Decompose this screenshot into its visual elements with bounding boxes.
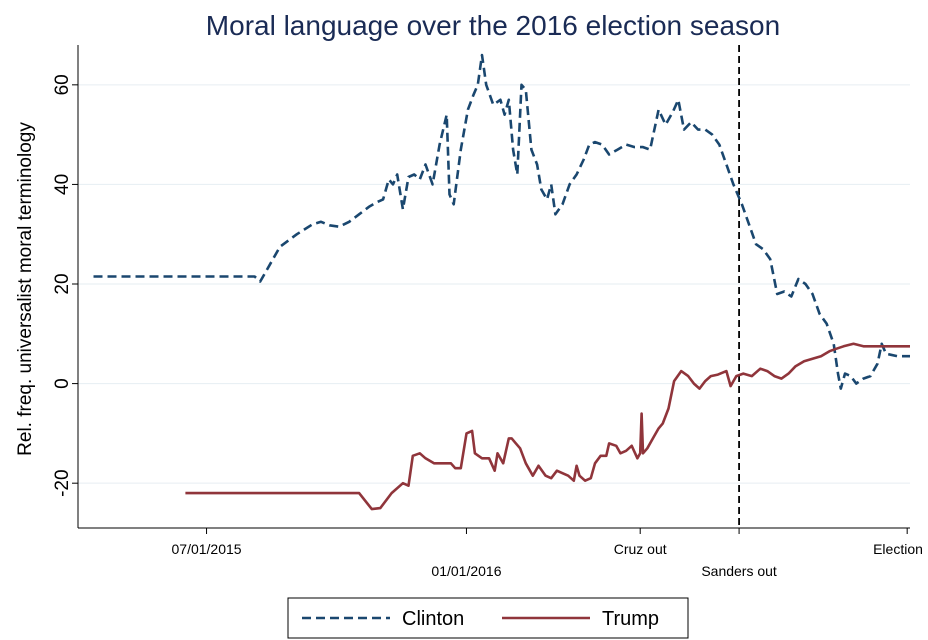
y-tick-label: 0 xyxy=(52,378,73,389)
legend: Clinton Trump xyxy=(287,597,689,639)
series-line-clinton xyxy=(93,53,910,390)
x-tick-label: Election xyxy=(873,541,923,557)
x-tick-label: 07/01/2015 xyxy=(172,541,242,557)
legend-label-clinton: Clinton xyxy=(402,608,464,630)
y-axis-label: Rel. freq. universalist moral terminolog… xyxy=(15,122,36,456)
y-tick-label: 20 xyxy=(52,273,73,294)
series-line-trump xyxy=(185,342,910,511)
y-tick-label: -20 xyxy=(52,469,73,496)
x-tick-label: Sanders out xyxy=(701,563,777,579)
legend-box xyxy=(287,597,689,639)
series-lines xyxy=(93,53,910,511)
chart-title: Moral language over the 2016 election se… xyxy=(206,10,780,41)
axes: 60 40 20 0 -20 07/01/2015 01/01/2016 Cruz out Sa… xyxy=(52,45,923,579)
gridlines xyxy=(78,84,910,484)
x-tick-label: Cruz out xyxy=(614,541,667,557)
y-tick-label: 40 xyxy=(52,174,73,195)
y-tick-label: 60 xyxy=(52,74,73,95)
legend-label-trump: Trump xyxy=(602,608,659,630)
x-tick-label: 01/01/2016 xyxy=(431,563,501,579)
